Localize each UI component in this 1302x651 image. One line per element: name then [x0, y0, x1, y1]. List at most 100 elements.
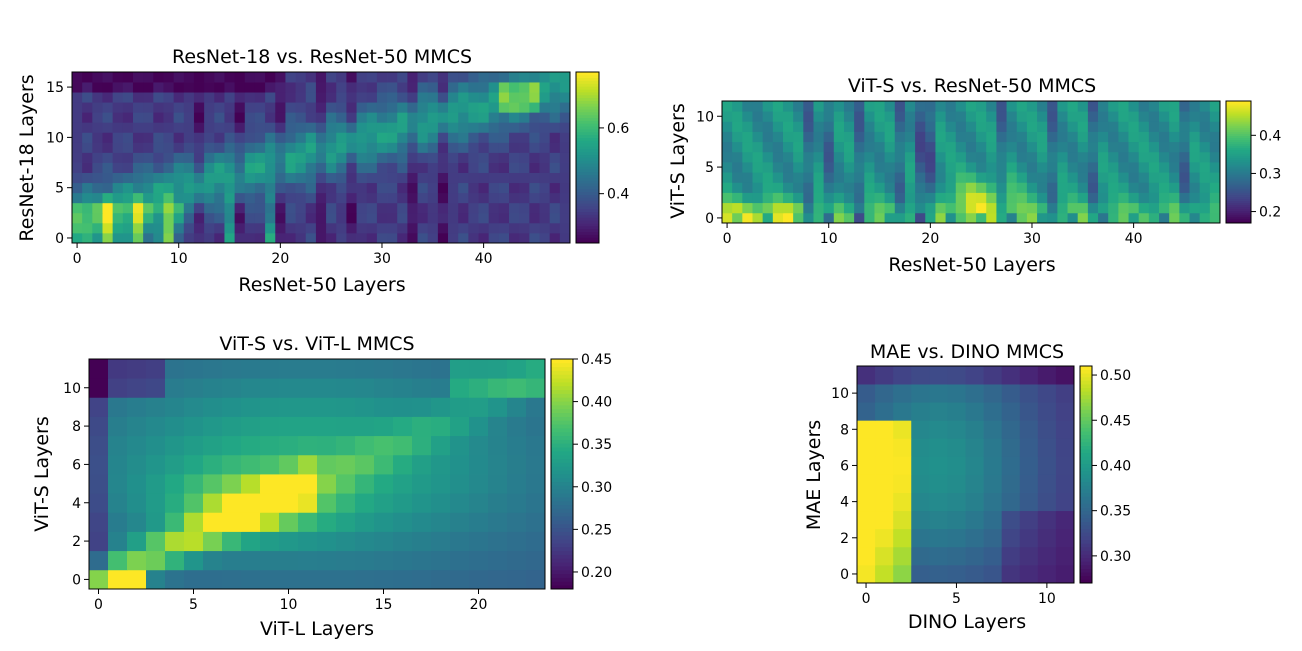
y-tick-label: 6	[840, 458, 849, 474]
heatmap-cell	[752, 182, 764, 193]
heatmap-cell	[143, 172, 154, 184]
heatmap-cell	[407, 162, 418, 173]
heatmap-cell	[275, 142, 286, 153]
heatmap-cell	[1108, 131, 1119, 143]
colorbar-segment	[1080, 572, 1092, 577]
heatmap-cell	[153, 182, 164, 194]
heatmap-cell	[437, 182, 449, 194]
heatmap-cell	[407, 92, 418, 103]
heatmap-cell	[549, 92, 561, 103]
heatmap-cell	[1037, 366, 1057, 385]
heatmap-cell	[1087, 182, 1099, 193]
heatmap-cell	[509, 172, 520, 184]
heatmap-cell	[1199, 162, 1211, 173]
heatmap-cell	[336, 397, 356, 417]
heatmap-cell	[305, 142, 317, 153]
colorbar-segment	[576, 188, 599, 193]
heatmap-cell	[1037, 492, 1057, 512]
heatmap-cell	[336, 72, 347, 83]
heatmap-cell	[996, 202, 1007, 214]
heatmap-cell	[965, 212, 977, 224]
heatmap-cell	[1118, 192, 1129, 204]
heatmap-cell	[1199, 172, 1211, 183]
heatmap-cell	[529, 92, 540, 103]
heatmap-cell	[224, 112, 236, 123]
colorbar-segment	[1080, 539, 1092, 544]
heatmap-cell	[112, 142, 124, 153]
colorbar-segment	[576, 200, 599, 204]
heatmap-cell	[1148, 101, 1160, 112]
heatmap-cell	[431, 512, 451, 532]
heatmap-cell	[1001, 492, 1021, 512]
heatmap-cell	[183, 132, 195, 143]
heatmap-cell	[854, 192, 865, 204]
heatmap-cell	[72, 82, 83, 93]
heatmap-cell	[1189, 212, 1201, 224]
colorbar-segment	[551, 393, 573, 398]
heatmap-cell	[559, 202, 571, 214]
heatmap-cell	[488, 212, 500, 224]
heatmap-cell	[165, 435, 185, 456]
colorbar-segment	[1080, 503, 1092, 508]
heatmap-cell	[823, 151, 835, 163]
heatmap-cell	[488, 378, 508, 398]
heatmap-cell	[326, 132, 337, 143]
heatmap-cell	[437, 232, 449, 244]
heatmap-cell	[793, 131, 804, 143]
colorbar-segment	[551, 370, 573, 375]
heatmap-cell	[234, 122, 246, 133]
heatmap-cell	[374, 550, 394, 571]
heatmap-cell	[234, 142, 246, 153]
colorbar-segment	[576, 89, 599, 93]
heatmap-cell	[488, 152, 500, 163]
heatmap-cell	[204, 92, 215, 103]
heatmap-cell	[82, 162, 93, 173]
heatmap-cell	[427, 222, 439, 234]
heatmap-cell	[1087, 151, 1099, 163]
heatmap-cell	[165, 550, 185, 571]
heatmap-cell	[732, 162, 743, 173]
heatmap-cell	[1189, 101, 1201, 112]
heatmap-cell	[355, 550, 375, 571]
heatmap-cell	[122, 112, 134, 123]
colorbar-segment	[576, 72, 599, 76]
colorbar-segment	[1226, 174, 1251, 177]
heatmap-cell	[893, 420, 912, 439]
heatmap-cell	[1169, 141, 1180, 153]
heatmap-cell	[857, 420, 876, 439]
heatmap-cell	[356, 82, 368, 93]
heatmap-cell	[1006, 151, 1018, 163]
heatmap-cell	[146, 454, 166, 475]
heatmap-cell	[955, 162, 967, 173]
heatmap-cell	[559, 142, 571, 153]
heatmap-cell	[336, 142, 347, 153]
heatmap-cell	[412, 531, 432, 552]
heatmap-cell	[244, 202, 256, 214]
heatmap-cell	[448, 212, 459, 224]
heatmap-cell	[1098, 172, 1109, 183]
heatmap-cell	[925, 101, 936, 112]
colorbar-segment	[1080, 434, 1092, 439]
heatmap-cell	[448, 122, 459, 133]
heatmap-cell	[315, 232, 327, 244]
heatmap-cell	[803, 151, 814, 163]
heatmap-cell	[1148, 212, 1160, 224]
heatmap-cell	[214, 202, 225, 214]
heatmap-cell	[947, 564, 966, 584]
heatmap-cell	[127, 397, 147, 417]
heatmap-cell	[793, 192, 804, 204]
heatmap-cell	[986, 192, 997, 204]
y-tick-label: 10	[46, 130, 64, 146]
heatmap-cell	[833, 212, 845, 224]
heatmap-cell	[1179, 121, 1190, 132]
colorbar-segment	[551, 527, 573, 532]
heatmap-cell	[285, 202, 296, 214]
heatmap-cell	[143, 72, 154, 83]
heatmap-cell	[427, 102, 439, 113]
heatmap-cell	[996, 141, 1007, 153]
heatmap-cell	[241, 512, 261, 532]
heatmap-cell	[146, 512, 166, 532]
heatmap-cell	[1047, 121, 1058, 132]
heatmap-cell	[279, 493, 299, 513]
heatmap-cell	[539, 232, 551, 244]
